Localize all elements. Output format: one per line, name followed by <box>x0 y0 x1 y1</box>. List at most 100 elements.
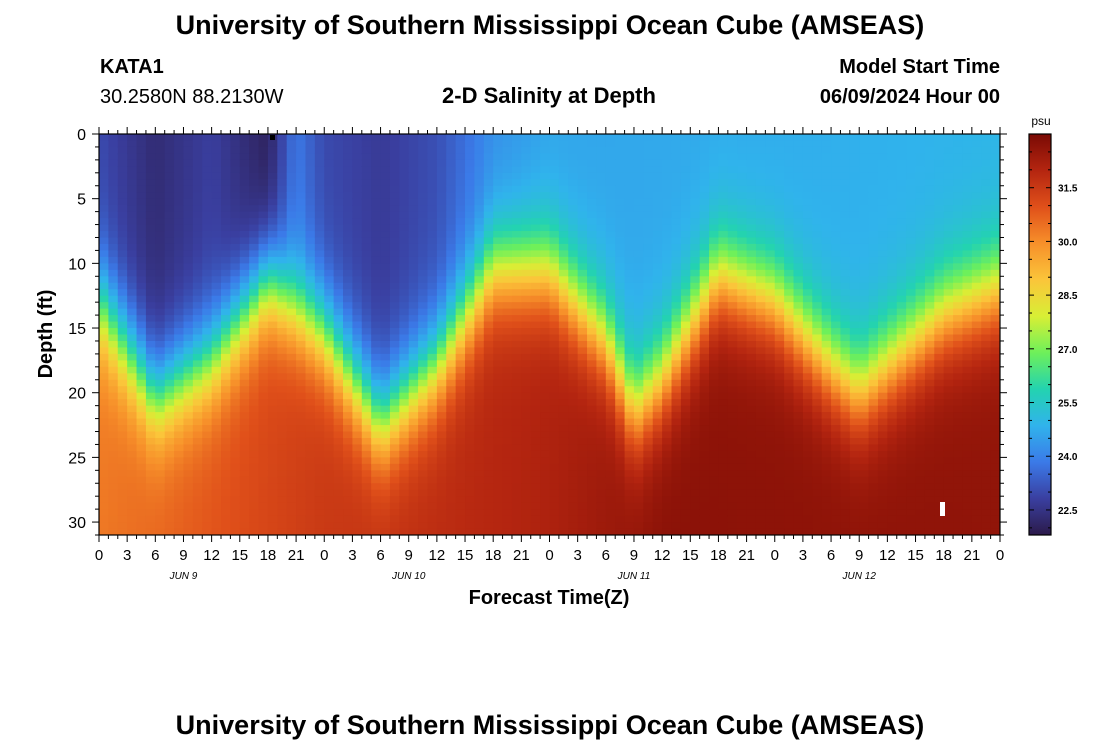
heatmap-cell <box>202 379 213 387</box>
heatmap-cell <box>568 392 579 400</box>
heatmap-cell <box>793 146 804 155</box>
heatmap-cell <box>821 231 832 239</box>
heatmap-cell <box>427 347 438 355</box>
heatmap-cell <box>258 470 269 478</box>
heatmap-cell <box>483 347 494 355</box>
heatmap-cell <box>174 470 185 478</box>
heatmap-cell <box>718 321 729 329</box>
heatmap-cell <box>521 185 532 193</box>
heatmap-cell <box>493 263 504 271</box>
heatmap-cell <box>840 140 851 148</box>
heatmap-cell <box>737 256 748 264</box>
heatmap-cell <box>793 463 804 471</box>
heatmap-cell <box>718 483 729 491</box>
heatmap-cell <box>408 347 419 355</box>
heatmap-cell <box>755 476 766 484</box>
heatmap-cell <box>361 315 372 323</box>
heatmap-cell <box>587 444 598 452</box>
heatmap-cell <box>793 379 804 387</box>
heatmap-cell <box>465 328 476 336</box>
heatmap-cell <box>408 140 419 148</box>
heatmap-cell <box>333 496 344 504</box>
heatmap-cell <box>221 450 231 458</box>
heatmap-cell <box>230 321 241 329</box>
heatmap-cell <box>296 315 307 323</box>
heatmap-cell <box>436 463 447 471</box>
heatmap-cell <box>746 276 757 284</box>
heatmap-cell <box>155 231 166 239</box>
heatmap-cell <box>680 256 691 264</box>
heatmap-cell <box>615 418 626 426</box>
heatmap-cell <box>230 269 241 277</box>
heatmap-cell <box>427 166 438 174</box>
heatmap-cell <box>286 334 297 342</box>
heatmap-cell <box>183 457 194 465</box>
heatmap-cell <box>305 522 316 530</box>
heatmap-cell <box>145 373 156 381</box>
heatmap-cell <box>145 476 156 484</box>
heatmap-cell <box>662 237 673 245</box>
heatmap-cell <box>774 489 785 497</box>
heatmap-cell <box>840 392 851 400</box>
heatmap-cell <box>633 528 644 535</box>
heatmap-cell <box>277 237 288 245</box>
heatmap-cell <box>831 256 842 264</box>
heatmap-cell <box>549 379 560 387</box>
heatmap-cell <box>474 476 485 484</box>
heatmap-cell <box>493 522 504 530</box>
heatmap-cell <box>286 276 297 284</box>
heatmap-cell <box>774 418 785 426</box>
heatmap-cell <box>136 522 147 530</box>
heatmap-cell <box>793 231 804 239</box>
heatmap-cell <box>671 463 682 471</box>
heatmap-cell <box>587 159 598 167</box>
heatmap-cell <box>361 321 372 329</box>
heatmap-cell <box>831 502 842 510</box>
heatmap-cell <box>671 185 682 193</box>
heatmap-cell <box>333 185 344 193</box>
heatmap-cell <box>183 340 194 349</box>
heatmap-cell <box>840 353 851 361</box>
heatmap-cell <box>465 373 476 381</box>
heatmap-cell <box>277 256 288 264</box>
heatmap-cell <box>793 192 804 200</box>
heatmap-cell <box>164 470 175 478</box>
heatmap-cell <box>474 166 485 174</box>
heatmap-cell <box>831 192 842 200</box>
heatmap-cell <box>558 321 569 329</box>
heatmap-cell <box>446 418 457 426</box>
heatmap-cell <box>427 140 438 148</box>
heatmap-cell <box>230 231 241 239</box>
heatmap-cell <box>718 308 729 316</box>
heatmap-cell <box>511 366 522 374</box>
heatmap-cell <box>258 302 269 310</box>
heatmap-cell <box>427 412 438 420</box>
heatmap-cell <box>474 243 485 252</box>
heatmap-cell <box>821 418 832 426</box>
heatmap-cell <box>549 134 560 142</box>
heatmap-cell <box>192 476 203 484</box>
heatmap-cell <box>277 321 288 329</box>
heatmap-cell <box>174 522 185 530</box>
heatmap-cell <box>192 276 203 284</box>
heatmap-cell <box>211 134 222 142</box>
heatmap-cell <box>577 231 588 239</box>
heatmap-cell <box>249 340 260 349</box>
heatmap-cell <box>577 198 588 206</box>
heatmap-cell <box>286 140 297 148</box>
heatmap-cell <box>652 360 663 368</box>
heatmap-cell <box>239 218 250 226</box>
heatmap-cell <box>371 450 382 458</box>
heatmap-cell <box>802 347 813 355</box>
heatmap-cell <box>324 321 335 329</box>
heatmap-cell <box>737 496 748 504</box>
heatmap-cell <box>737 399 748 407</box>
heatmap-cell <box>99 418 109 426</box>
heatmap-cell <box>446 328 457 336</box>
heatmap-cell <box>399 353 410 361</box>
heatmap-cell <box>831 282 842 290</box>
heatmap-cell <box>408 276 419 284</box>
heatmap-cell <box>577 373 588 381</box>
heatmap-cell <box>333 140 344 148</box>
heatmap-cell <box>793 179 804 187</box>
